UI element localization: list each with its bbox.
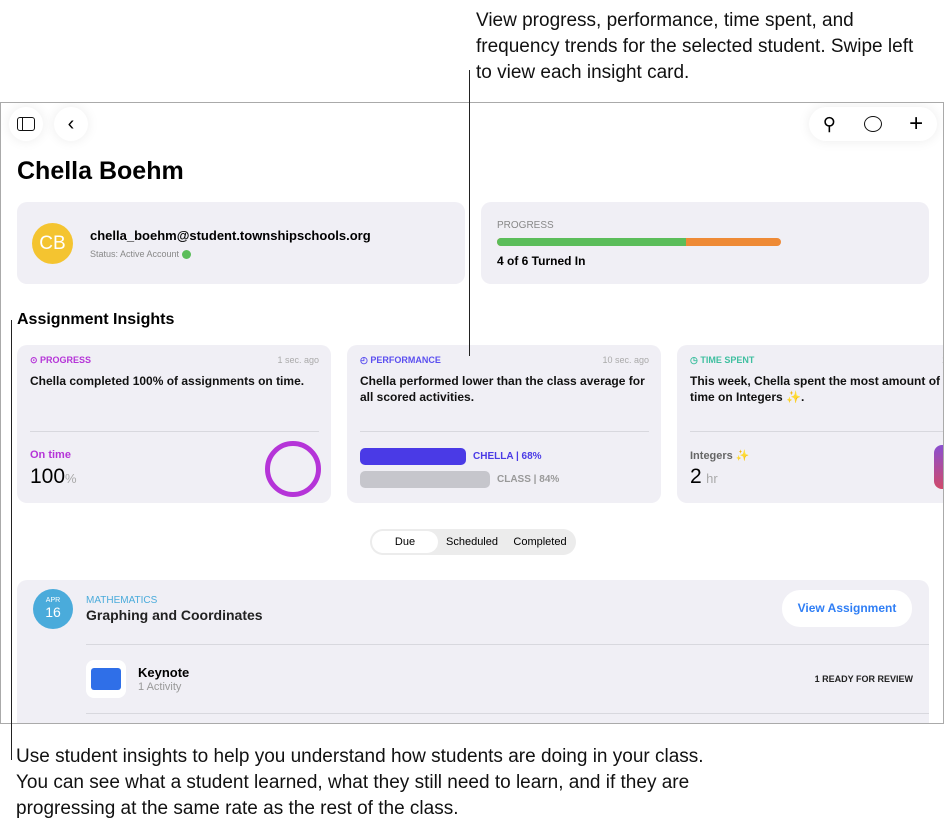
- back-button[interactable]: ‹: [54, 107, 88, 141]
- tag: PERFORMANCE: [370, 355, 441, 365]
- bar-class: [360, 471, 490, 488]
- assignment-title: Graphing and Coordinates: [86, 607, 263, 623]
- student-card: CB chella_boehm@student.townshipschools.…: [17, 202, 465, 284]
- insight-card-time-spent[interactable]: ◷ TIME SPENT 1 This week, Chella spent t…: [677, 345, 943, 503]
- insight-card-progress[interactable]: ⊙ PROGRESS 1 sec. ago Chella completed 1…: [17, 345, 331, 503]
- metric-label: Integers ✨: [690, 450, 750, 462]
- insights-title: Assignment Insights: [17, 311, 175, 328]
- metric-unit: hr: [706, 471, 718, 486]
- tag: PROGRESS: [40, 355, 92, 365]
- activity-app[interactable]: Keynote: [138, 665, 190, 680]
- callout-line-bottom: [11, 320, 12, 760]
- bar-label: CHELLA: [473, 451, 514, 462]
- metric-value: 2: [690, 465, 702, 488]
- student-key-icon[interactable]: ⚲: [822, 113, 836, 134]
- bar-value: 84%: [539, 474, 560, 485]
- progress-bar: [497, 238, 781, 246]
- bar-label: CLASS: [497, 474, 531, 485]
- page-title: Chella Boehm: [17, 157, 184, 185]
- progress-card: PROGRESS 4 of 6 Turned In: [481, 202, 929, 284]
- student-email: chella_boehm@student.townshipschools.org: [90, 228, 371, 243]
- callout-bottom: Use student insights to help you underst…: [16, 746, 704, 819]
- tab-due[interactable]: Due: [372, 531, 438, 553]
- metric-unit: %: [65, 471, 77, 486]
- toolbar-right: ⚲ +: [809, 107, 937, 141]
- status-text: Status: Active Account: [90, 249, 180, 259]
- avatar: CB: [32, 223, 73, 264]
- message-icon[interactable]: [863, 116, 882, 132]
- callout-line-top: [469, 70, 470, 356]
- progress-text: 4 of 6 Turned In: [497, 254, 586, 268]
- insight-text: Chella performed lower than the class av…: [360, 374, 645, 404]
- timestamp: 1: [942, 355, 943, 365]
- progress-icon: ⊙: [30, 355, 41, 365]
- tag: TIME SPENT: [700, 355, 755, 365]
- due-month: APR: [45, 597, 61, 604]
- review-status: 1 READY FOR REVIEW: [814, 674, 913, 684]
- activity-count: 1 Activity: [138, 681, 182, 693]
- metric-label: On time: [30, 449, 71, 461]
- timestamp: 10 sec. ago: [602, 355, 649, 365]
- check-icon: [182, 249, 192, 259]
- tab-completed[interactable]: Completed: [513, 536, 567, 548]
- bar-chella: [360, 448, 466, 465]
- view-assignment-button[interactable]: View Assignment: [782, 590, 912, 627]
- insight-card-performance[interactable]: ◴ PERFORMANCE 10 sec. ago Chella perform…: [347, 345, 661, 503]
- assignment-card: APR 16 MATHEMATICS Graphing and Coordina…: [17, 580, 929, 723]
- on-time-ring: [265, 441, 321, 497]
- performance-icon: ◴: [360, 355, 371, 365]
- due-day: 16: [45, 604, 61, 620]
- tab-scheduled[interactable]: Scheduled: [446, 536, 498, 548]
- assignment-subject: MATHEMATICS: [86, 595, 158, 606]
- bar-value: 68%: [521, 451, 542, 462]
- keynote-app-icon: [86, 660, 126, 698]
- progress-bar-fill: [497, 238, 687, 246]
- progress-label: PROGRESS: [497, 220, 554, 231]
- due-date-badge: APR 16: [33, 589, 73, 629]
- timer-icon: ◷: [690, 355, 701, 365]
- app-window: ‹ ⚲ + Chella Boehm CB chella_boehm@stude…: [0, 102, 944, 724]
- folder-icon: [91, 668, 121, 690]
- integers-app-icon: [934, 445, 943, 489]
- sidebar-toggle-button[interactable]: [9, 107, 43, 141]
- sidebar-icon: [17, 117, 35, 131]
- callout-top: View progress, performance, time spent, …: [476, 10, 914, 83]
- metric-value: 100: [30, 465, 66, 488]
- assignment-tabs: Due Scheduled Completed: [370, 529, 576, 555]
- back-chevron-icon: ‹: [67, 112, 75, 135]
- insight-text: This week, Chella spent the most amount …: [690, 374, 941, 404]
- timestamp: 1 sec. ago: [277, 355, 319, 365]
- insight-text: Chella completed 100% of assignments on …: [30, 374, 305, 388]
- plus-icon[interactable]: +: [909, 110, 924, 137]
